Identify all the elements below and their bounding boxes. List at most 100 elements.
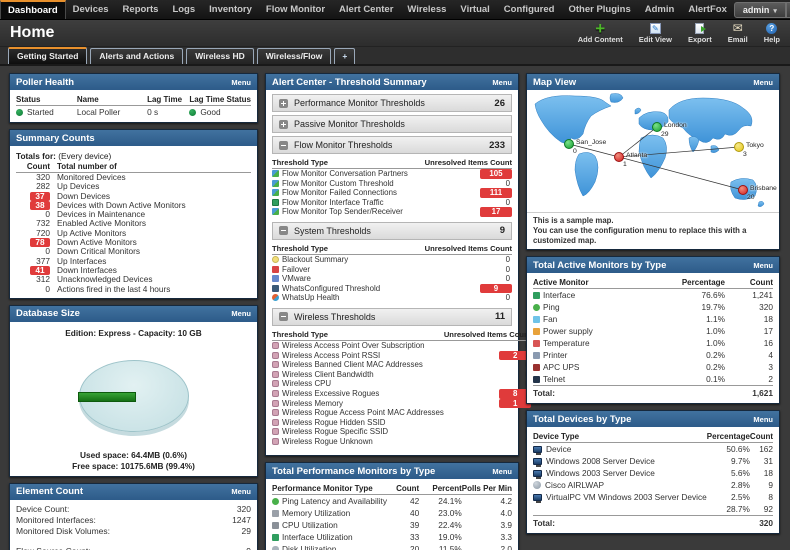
map-node-london[interactable]: London 29 (652, 122, 687, 138)
threshold-label[interactable]: Wireless Rogue Hidden SSID (282, 417, 386, 427)
nav-alertfox[interactable]: AlertFox (688, 4, 727, 15)
tab-alerts-and-actions[interactable]: Alerts and Actions (90, 48, 184, 64)
count-label[interactable]: Monitored Devices (57, 172, 126, 182)
collapse-icon[interactable] (279, 312, 288, 322)
threshold-label[interactable]: Flow Monitor Interface Traffic (282, 197, 384, 207)
nav-other-plugins[interactable]: Other Plugins (568, 4, 631, 15)
nav-devices[interactable]: Devices (72, 4, 109, 15)
monitor-name[interactable]: Telnet (543, 374, 566, 384)
nav-wireless[interactable]: Wireless (407, 4, 447, 15)
nav-reports[interactable]: Reports (122, 4, 159, 15)
count-label[interactable]: Down Interfaces (57, 264, 117, 275)
device-down-marker-icon[interactable] (738, 185, 748, 195)
threshold-label[interactable]: Wireless Client Bandwidth (282, 369, 374, 379)
count-label[interactable]: Actions fired in the last 4 hours (57, 283, 171, 294)
active-monitors-menu-button[interactable]: Menu (753, 260, 773, 270)
export-button[interactable]: Export (688, 22, 712, 44)
nav-configured[interactable]: Configured (503, 4, 555, 15)
device-type[interactable]: Cisco AIRLWAP (545, 480, 605, 490)
element-count-menu-button[interactable]: Menu (231, 487, 251, 497)
device-type[interactable]: VirtualPC VM Windows 2003 Server Device (546, 492, 707, 502)
threshold-label[interactable]: Flow Monitor Failed Connections (282, 188, 397, 198)
flow-thresholds-accordion[interactable]: Flow Monitor Thresholds 233 (272, 136, 512, 154)
map-node-atlanta[interactable]: Atlanta 1 (614, 152, 647, 168)
monitor-type[interactable]: Memory Utilization (282, 508, 351, 519)
count-label[interactable]: Down Active Monitors (57, 237, 137, 248)
device-type[interactable]: Device (546, 444, 572, 454)
nav-logs[interactable]: Logs (172, 4, 196, 15)
threshold-label[interactable]: Wireless Memory (282, 398, 343, 408)
poller-health-menu-button[interactable]: Menu (231, 77, 251, 87)
device-down-marker-icon[interactable] (614, 152, 624, 162)
threshold-label[interactable]: Wireless Rogue Unknown (282, 436, 373, 446)
expand-icon[interactable] (279, 98, 288, 108)
monitor-name[interactable]: Interface (543, 290, 576, 300)
performance-monitors-menu-button[interactable]: Menu (492, 466, 512, 476)
count-label[interactable]: Up Interfaces (57, 255, 107, 266)
count-label[interactable]: Enabled Active Monitors (57, 218, 147, 229)
threshold-label[interactable]: WhatsConfigured Threshold (282, 283, 381, 293)
nav-inventory[interactable]: Inventory (209, 4, 252, 15)
performance-thresholds-accordion[interactable]: Performance Monitor Thresholds 26 (272, 94, 512, 112)
database-size-menu-button[interactable]: Menu (231, 309, 251, 319)
count-label[interactable]: Devices with Down Active Monitors (57, 199, 186, 210)
threshold-label[interactable]: Blackout Summary (282, 254, 349, 264)
alert-center-menu-button[interactable]: Menu (492, 77, 512, 87)
wireless-thresholds-accordion[interactable]: Wireless Thresholds 11 (272, 307, 512, 326)
threshold-label[interactable]: Flow Monitor Conversation Partners (282, 169, 408, 178)
threshold-label[interactable]: Wireless Rogue Specific SSID (282, 427, 389, 437)
device-type[interactable]: Windows 2003 Server Device (546, 468, 655, 478)
count-label[interactable]: Unacknowledged Devices (57, 274, 153, 285)
edit-view-button[interactable]: Edit View (639, 22, 672, 44)
monitor-name[interactable]: Temperature (543, 338, 590, 348)
devices-by-type-menu-button[interactable]: Menu (753, 414, 773, 424)
nav-admin[interactable]: Admin (644, 4, 675, 15)
device-up-marker-icon[interactable] (652, 122, 662, 132)
monitor-type[interactable]: Ping Latency and Availability (282, 496, 388, 507)
map-node-brisbane[interactable]: Brisbane 20 (738, 185, 777, 201)
threshold-label[interactable]: Wireless CPU (282, 379, 332, 389)
count-label[interactable]: Down Devices (57, 190, 111, 201)
monitor-name[interactable]: Fan (543, 314, 558, 324)
monitor-name[interactable]: APC UPS (543, 362, 580, 372)
map-node-tokyo[interactable]: Tokyo 3 (734, 142, 764, 158)
nav-alert-center[interactable]: Alert Center (339, 4, 394, 15)
threshold-label[interactable]: Wireless Access Point RSSI (282, 350, 381, 360)
email-button[interactable]: Email (728, 22, 748, 44)
threshold-label[interactable]: Flow Monitor Custom Threshold (282, 178, 394, 188)
user-menu-button[interactable]: admin (733, 1, 786, 18)
count-label[interactable]: Devices in Maintenance (57, 209, 146, 220)
count-label[interactable]: Down Critical Monitors (57, 246, 140, 257)
tab-wireless-hd[interactable]: Wireless HD (186, 48, 254, 64)
count-label[interactable]: Up Active Monitors (57, 227, 127, 238)
threshold-label[interactable]: VMware (282, 274, 311, 284)
collapse-icon[interactable] (279, 140, 288, 150)
nav-virtual[interactable]: Virtual (460, 4, 490, 15)
passive-thresholds-accordion[interactable]: Passive Monitor Thresholds (272, 115, 512, 133)
map-node-san-jose[interactable]: San_Jose 0 (564, 139, 606, 155)
threshold-label[interactable]: Flow Monitor Top Sender/Receiver (282, 207, 403, 217)
threshold-label[interactable]: Wireless Excessive Rogues (282, 388, 380, 398)
threshold-label[interactable]: Wireless Banned Client MAC Addresses (282, 360, 423, 370)
add-tab-button[interactable]: + (334, 48, 356, 64)
add-content-button[interactable]: Add Content (578, 22, 623, 44)
tools-menu-button[interactable]: Tools (785, 1, 790, 18)
device-type[interactable]: Windows 2008 Server Device (546, 456, 655, 466)
device-warning-marker-icon[interactable] (734, 142, 744, 152)
threshold-label[interactable]: WhatsUp Health (282, 293, 340, 303)
tab-getting-started[interactable]: Getting Started (8, 47, 88, 64)
nav-flow-monitor[interactable]: Flow Monitor (265, 4, 326, 15)
collapse-icon[interactable] (279, 226, 288, 236)
monitor-type[interactable]: Disk Utilization (282, 544, 337, 550)
help-button[interactable]: Help (764, 22, 780, 44)
map-view-menu-button[interactable]: Menu (753, 77, 773, 87)
nav-dashboard[interactable]: Dashboard (0, 0, 66, 19)
monitor-type[interactable]: CPU Utilization (282, 520, 338, 531)
monitor-name[interactable]: Printer (543, 350, 568, 360)
world-map[interactable]: San_Jose 0 Atlanta 1 London 29 Tokyo 3 (527, 90, 779, 212)
threshold-label[interactable]: Wireless Access Point Over Subscription (282, 340, 425, 350)
threshold-label[interactable]: Failover (282, 264, 311, 274)
monitor-type[interactable]: Interface Utilization (282, 532, 353, 543)
device-up-marker-icon[interactable] (564, 139, 574, 149)
count-label[interactable]: Up Devices (57, 181, 100, 192)
